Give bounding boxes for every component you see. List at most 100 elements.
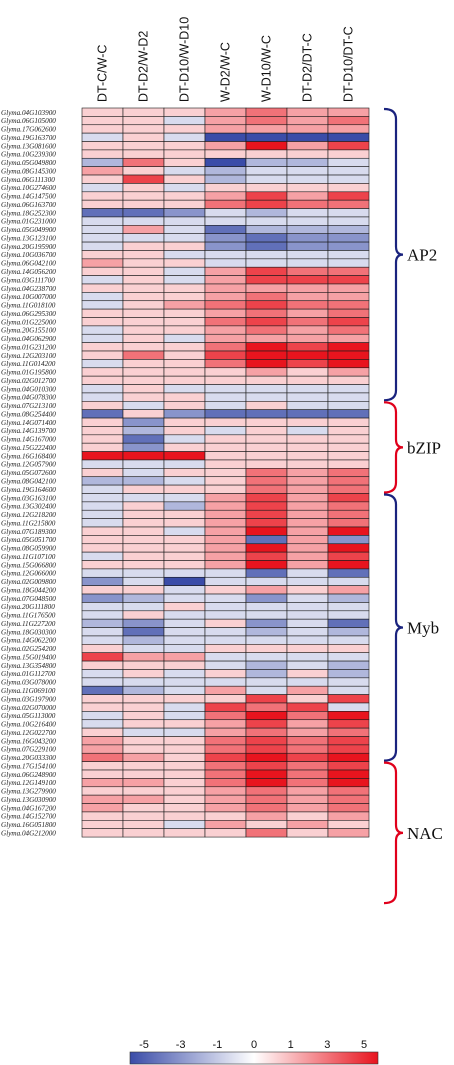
row-label: Glyma.04G238700 [1,285,56,293]
heatmap-cell [327,350,370,360]
row-label: Glyma.14G139700 [1,427,56,435]
heatmap-cell [163,702,206,712]
heatmap-cell [81,501,124,511]
heatmap-cell [163,694,206,704]
heatmap-cell [327,794,370,804]
heatmap-cell [245,702,288,712]
heatmap-cell [286,585,329,595]
heatmap-cell [163,744,206,754]
heatmap-cell [245,660,288,670]
heatmap-cell [327,183,370,193]
heatmap-cell [81,744,124,754]
heatmap-cell [286,778,329,788]
heatmap-cell [204,208,247,218]
heatmap-cell [163,476,206,486]
heatmap-cell [286,116,329,126]
row-label: Glyma.14G071400 [1,419,56,427]
heatmap-cell [204,635,247,645]
heatmap-cell [327,174,370,184]
heatmap-cell [204,518,247,528]
heatmap-cell [286,468,329,478]
heatmap-cell [81,660,124,670]
heatmap-cell [81,602,124,612]
heatmap-cell [245,400,288,410]
heatmap-cell [81,275,124,285]
heatmap-cell [81,786,124,796]
heatmap-cell [286,736,329,746]
heatmap-cell [81,476,124,486]
heatmap-cell [327,333,370,343]
heatmap-cell [204,367,247,377]
heatmap-cell [286,618,329,628]
heatmap-cell [286,744,329,754]
heatmap-cell [245,493,288,503]
heatmap-cell [245,543,288,553]
heatmap-cell [327,208,370,218]
heatmap-cell [163,442,206,452]
row-label: Glyma.04G078300 [1,394,56,402]
row-label: Glyma.19G163700 [1,134,56,142]
heatmap-cell [245,233,288,243]
heatmap-cell [122,543,165,553]
heatmap-cell [245,778,288,788]
heatmap-cell [286,501,329,511]
heatmap-cell [245,241,288,251]
heatmap-cell [286,769,329,779]
heatmap-cell [163,468,206,478]
heatmap-cell [327,736,370,746]
row-label: Glyma.20G111800 [1,603,55,611]
heatmap-cell [327,484,370,494]
row-label: Glyma.14G056200 [1,268,56,276]
heatmap-cell [163,459,206,469]
heatmap-cell [122,367,165,377]
heatmap-cell [122,602,165,612]
heatmap-cell [327,132,370,142]
row-label: Glyma.12G218200 [1,511,56,519]
heatmap-cell [122,778,165,788]
heatmap-cell [286,719,329,729]
heatmap-cell [81,493,124,503]
column-label: DT-D10/W-D10 [178,17,192,102]
row-label: Glyma.12G066000 [1,570,56,578]
heatmap-cell [204,417,247,427]
row-label: Glyma.11G018100 [1,302,56,310]
row-label: Glyma.06G111300 [1,176,55,184]
heatmap-cell [163,434,206,444]
heatmap-cell [286,392,329,402]
heatmap-cell [245,300,288,310]
heatmap-cell [81,233,124,243]
heatmap-cell [122,560,165,570]
heatmap-cell [81,266,124,276]
heatmap-cell [81,727,124,737]
heatmap-cell [122,468,165,478]
legend-tick-label: -3 [176,1039,186,1051]
heatmap-cell [122,501,165,511]
heatmap-cell [163,593,206,603]
heatmap-cell [81,325,124,335]
heatmap-cell [122,652,165,662]
heatmap-cell [163,216,206,226]
heatmap-cell [327,392,370,402]
heatmap-cell [327,409,370,419]
heatmap-cell [286,174,329,184]
heatmap-cell [163,786,206,796]
heatmap-cell [245,183,288,193]
heatmap-cell [204,400,247,410]
group-label: NAC [407,824,443,843]
heatmap-cell [163,317,206,327]
heatmap-cell [245,442,288,452]
heatmap-cell [163,174,206,184]
heatmap-cell [122,317,165,327]
heatmap-cell [122,191,165,201]
heatmap-cell [122,627,165,637]
heatmap-cell [327,317,370,327]
heatmap-cell [81,669,124,679]
heatmap-cell [327,417,370,427]
heatmap-cell [81,752,124,762]
heatmap-cell [81,333,124,343]
heatmap-cell [122,216,165,226]
column-label: DT-C/W-C [96,45,110,102]
heatmap-cell [286,300,329,310]
heatmap-cell [122,258,165,268]
heatmap-cell [163,241,206,251]
